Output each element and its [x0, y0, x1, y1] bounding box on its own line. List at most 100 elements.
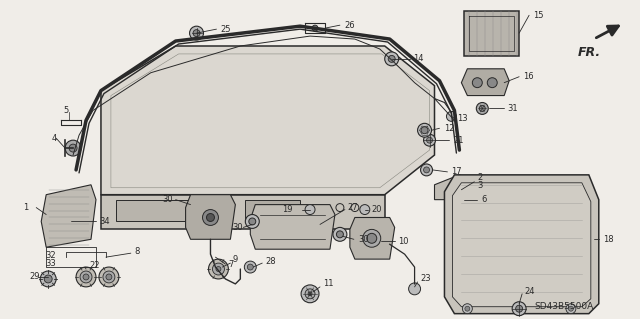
- Polygon shape: [452, 183, 591, 307]
- Text: 27: 27: [348, 203, 358, 212]
- Circle shape: [99, 267, 119, 287]
- Circle shape: [247, 264, 253, 270]
- Circle shape: [209, 259, 228, 279]
- Circle shape: [360, 204, 370, 214]
- Circle shape: [212, 263, 225, 275]
- Circle shape: [479, 106, 485, 111]
- Text: 13: 13: [458, 114, 468, 123]
- Text: 23: 23: [420, 274, 431, 284]
- Text: 11: 11: [323, 279, 333, 288]
- Circle shape: [367, 234, 377, 243]
- Text: 6: 6: [481, 195, 486, 204]
- Circle shape: [512, 302, 526, 315]
- Circle shape: [189, 26, 204, 40]
- Circle shape: [472, 78, 483, 88]
- FancyBboxPatch shape: [116, 200, 220, 221]
- Circle shape: [312, 25, 318, 31]
- Circle shape: [333, 227, 347, 241]
- Text: 3: 3: [477, 181, 483, 190]
- FancyBboxPatch shape: [245, 200, 300, 221]
- Polygon shape: [461, 69, 509, 96]
- Text: 20: 20: [372, 205, 382, 214]
- Circle shape: [514, 306, 524, 315]
- Text: SD43B5500A: SD43B5500A: [534, 302, 593, 311]
- Circle shape: [202, 210, 218, 226]
- Circle shape: [103, 271, 115, 283]
- Text: 29: 29: [29, 272, 40, 281]
- Text: 12: 12: [444, 124, 455, 133]
- Text: 30: 30: [358, 235, 369, 244]
- Circle shape: [462, 304, 472, 314]
- Circle shape: [65, 140, 81, 156]
- Circle shape: [421, 127, 428, 134]
- Circle shape: [305, 289, 315, 299]
- Text: 26: 26: [344, 21, 355, 30]
- Circle shape: [249, 218, 256, 225]
- Text: 7: 7: [228, 260, 234, 269]
- Text: 8: 8: [135, 247, 140, 256]
- Text: 25: 25: [220, 25, 231, 33]
- Circle shape: [216, 267, 221, 271]
- Circle shape: [308, 292, 312, 296]
- Circle shape: [465, 306, 470, 311]
- Circle shape: [244, 261, 256, 273]
- Circle shape: [424, 134, 435, 146]
- Circle shape: [245, 214, 259, 228]
- Text: 28: 28: [265, 256, 276, 266]
- Circle shape: [566, 304, 576, 314]
- Circle shape: [424, 167, 429, 173]
- Circle shape: [44, 275, 52, 283]
- Text: 32: 32: [45, 251, 56, 260]
- Circle shape: [193, 30, 200, 37]
- Circle shape: [516, 305, 523, 312]
- Text: 33: 33: [45, 259, 56, 268]
- Circle shape: [447, 111, 456, 121]
- Circle shape: [69, 144, 77, 152]
- Circle shape: [106, 274, 112, 280]
- Polygon shape: [101, 46, 435, 195]
- Polygon shape: [41, 185, 96, 247]
- Polygon shape: [435, 175, 479, 214]
- Text: 22: 22: [89, 261, 99, 270]
- Circle shape: [83, 274, 89, 280]
- Text: 34: 34: [99, 217, 109, 226]
- Circle shape: [337, 231, 344, 238]
- Text: FR.: FR.: [577, 46, 600, 59]
- Text: 16: 16: [523, 72, 534, 81]
- Text: 1: 1: [23, 203, 29, 212]
- Text: 9: 9: [232, 255, 237, 263]
- Text: 31: 31: [507, 104, 518, 113]
- Text: 18: 18: [603, 235, 613, 244]
- Text: 30: 30: [163, 195, 173, 204]
- Circle shape: [417, 123, 431, 137]
- Circle shape: [385, 52, 399, 66]
- Text: 17: 17: [451, 167, 462, 176]
- Polygon shape: [350, 218, 395, 259]
- Circle shape: [408, 283, 420, 295]
- Circle shape: [449, 193, 460, 203]
- Circle shape: [305, 204, 315, 214]
- Text: 24: 24: [524, 287, 534, 296]
- Circle shape: [426, 137, 433, 143]
- Polygon shape: [465, 11, 519, 56]
- Circle shape: [40, 271, 56, 287]
- Text: 14: 14: [413, 54, 424, 63]
- Circle shape: [420, 164, 433, 176]
- Text: 15: 15: [533, 11, 543, 20]
- Polygon shape: [444, 175, 599, 314]
- Circle shape: [388, 56, 395, 62]
- Circle shape: [568, 306, 573, 311]
- Circle shape: [268, 205, 277, 216]
- Polygon shape: [101, 195, 385, 229]
- Circle shape: [76, 267, 96, 287]
- Circle shape: [363, 229, 381, 247]
- Circle shape: [207, 213, 214, 221]
- Circle shape: [487, 78, 497, 88]
- Circle shape: [80, 271, 92, 283]
- Text: 4: 4: [51, 134, 56, 143]
- Text: 10: 10: [397, 237, 408, 246]
- Text: 2: 2: [477, 173, 483, 182]
- Text: 21: 21: [453, 136, 464, 145]
- Text: 19: 19: [282, 205, 292, 214]
- Text: 30: 30: [232, 223, 243, 232]
